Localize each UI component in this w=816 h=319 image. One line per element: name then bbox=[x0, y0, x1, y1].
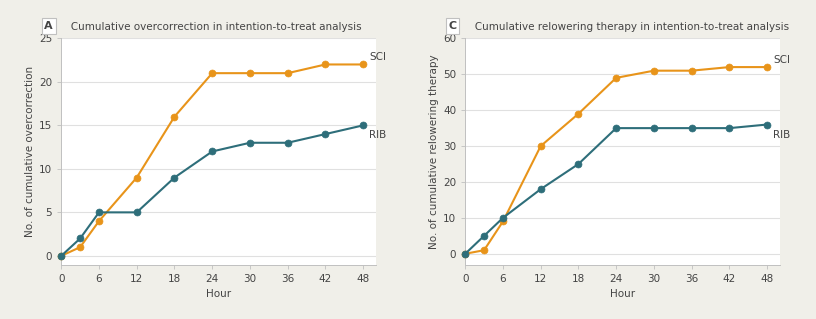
Text: Cumulative relowering therapy in intention-to-treat analysis: Cumulative relowering therapy in intenti… bbox=[465, 22, 789, 32]
Text: RIB: RIB bbox=[774, 130, 791, 140]
Text: C: C bbox=[449, 21, 457, 31]
Y-axis label: No. of cumulative overcorrection: No. of cumulative overcorrection bbox=[24, 66, 35, 237]
Text: SCI: SCI bbox=[370, 52, 387, 62]
Text: Cumulative overcorrection in intention-to-treat analysis: Cumulative overcorrection in intention-t… bbox=[61, 22, 362, 32]
Text: RIB: RIB bbox=[370, 130, 387, 140]
Y-axis label: No. of cumulative relowering therapy: No. of cumulative relowering therapy bbox=[429, 54, 439, 249]
X-axis label: Hour: Hour bbox=[206, 289, 231, 299]
Text: SCI: SCI bbox=[774, 55, 791, 65]
Text: A: A bbox=[44, 21, 53, 31]
X-axis label: Hour: Hour bbox=[610, 289, 635, 299]
